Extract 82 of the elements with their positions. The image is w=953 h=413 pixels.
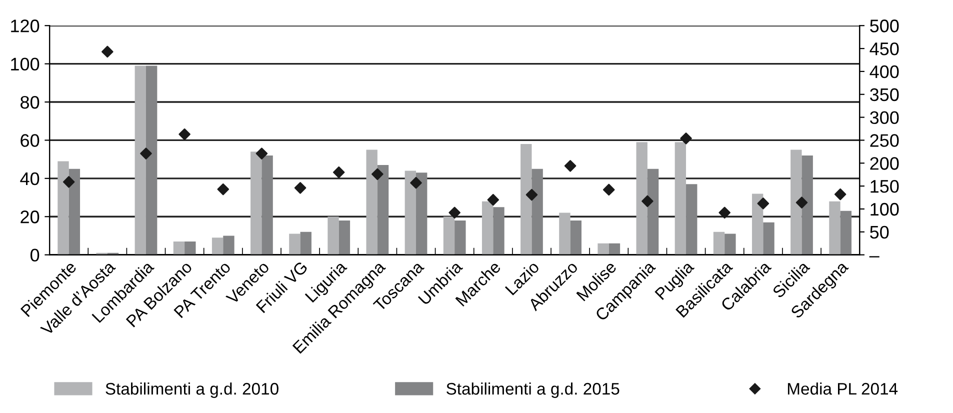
bar bbox=[802, 155, 813, 255]
bar bbox=[790, 150, 802, 255]
bar bbox=[840, 210, 852, 255]
bar bbox=[289, 234, 300, 255]
y-tick-label: 80 bbox=[20, 96, 40, 109]
bar bbox=[724, 234, 736, 255]
y2-tick-label: 200 bbox=[870, 157, 899, 170]
bar bbox=[829, 201, 840, 255]
bar bbox=[443, 216, 455, 255]
bar bbox=[134, 66, 146, 255]
y2-tick-label: 50 bbox=[870, 226, 889, 239]
y-tick-label: 20 bbox=[20, 210, 40, 224]
bar bbox=[674, 142, 686, 255]
point bbox=[642, 195, 654, 208]
bar bbox=[58, 161, 69, 255]
point bbox=[256, 148, 268, 160]
bar bbox=[223, 236, 234, 255]
legend-label: Stabilimenti a g.d. 2015 bbox=[446, 382, 620, 398]
point bbox=[757, 198, 770, 210]
point bbox=[62, 176, 75, 188]
bar bbox=[636, 142, 648, 255]
bar bbox=[212, 238, 224, 255]
point bbox=[178, 128, 190, 140]
bar bbox=[250, 152, 262, 255]
y2-tick-label: 400 bbox=[870, 65, 899, 78]
bar bbox=[570, 220, 582, 255]
point bbox=[102, 46, 114, 58]
point bbox=[217, 183, 230, 196]
bar bbox=[520, 144, 532, 255]
y-tick-label: 100 bbox=[11, 58, 40, 71]
bar bbox=[598, 243, 609, 255]
point bbox=[680, 132, 692, 144]
bar bbox=[300, 232, 312, 255]
bar bbox=[328, 216, 339, 255]
y2-tick-label: 300 bbox=[870, 111, 899, 124]
bar bbox=[338, 220, 350, 255]
y2-tick-label: 500 bbox=[870, 20, 899, 32]
y2-tick-label: 100 bbox=[870, 202, 899, 216]
point bbox=[602, 184, 615, 196]
point bbox=[448, 206, 460, 219]
point bbox=[718, 206, 730, 219]
y-tick-label: 120 bbox=[11, 20, 40, 32]
bar bbox=[416, 172, 428, 255]
bar bbox=[184, 241, 196, 255]
legend-label: Media PL 2014 bbox=[788, 382, 898, 395]
bar bbox=[752, 194, 764, 255]
point bbox=[487, 194, 500, 206]
y-tick-label: 40 bbox=[20, 172, 40, 186]
y-tick-label: 0 bbox=[30, 248, 40, 262]
bar bbox=[454, 220, 466, 255]
point bbox=[564, 160, 576, 172]
y2-tick-label: 150 bbox=[870, 180, 899, 193]
point bbox=[796, 196, 808, 208]
y2-tick-label: 450 bbox=[870, 42, 899, 56]
bar bbox=[686, 184, 698, 255]
bar bbox=[763, 222, 774, 255]
bar bbox=[713, 232, 725, 255]
y2-tick-label: 350 bbox=[870, 88, 899, 102]
point bbox=[834, 188, 846, 200]
bar bbox=[377, 165, 389, 255]
bar bbox=[559, 212, 570, 255]
bar bbox=[173, 241, 185, 255]
bar bbox=[647, 168, 659, 255]
bar bbox=[262, 155, 273, 255]
point bbox=[372, 168, 384, 180]
point bbox=[410, 176, 422, 189]
bar bbox=[532, 168, 543, 255]
point bbox=[526, 188, 538, 201]
point bbox=[140, 148, 152, 160]
point bbox=[294, 182, 306, 194]
y-tick-label: 60 bbox=[20, 134, 40, 147]
legend-label: Stabilimenti a g.d. 2010 bbox=[106, 382, 278, 398]
y2-tick-label: 250 bbox=[870, 134, 899, 147]
bar bbox=[68, 168, 80, 255]
bar bbox=[404, 170, 416, 255]
bar bbox=[493, 207, 504, 255]
y2-tick-label: – bbox=[869, 256, 880, 258]
point bbox=[332, 166, 345, 178]
bar bbox=[366, 150, 378, 255]
bar bbox=[146, 66, 158, 255]
bar bbox=[482, 201, 494, 255]
bar bbox=[608, 243, 620, 255]
